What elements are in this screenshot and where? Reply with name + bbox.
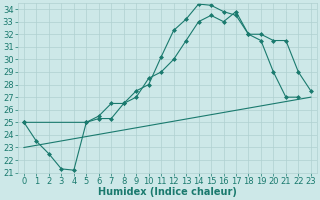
X-axis label: Humidex (Indice chaleur): Humidex (Indice chaleur): [98, 187, 237, 197]
